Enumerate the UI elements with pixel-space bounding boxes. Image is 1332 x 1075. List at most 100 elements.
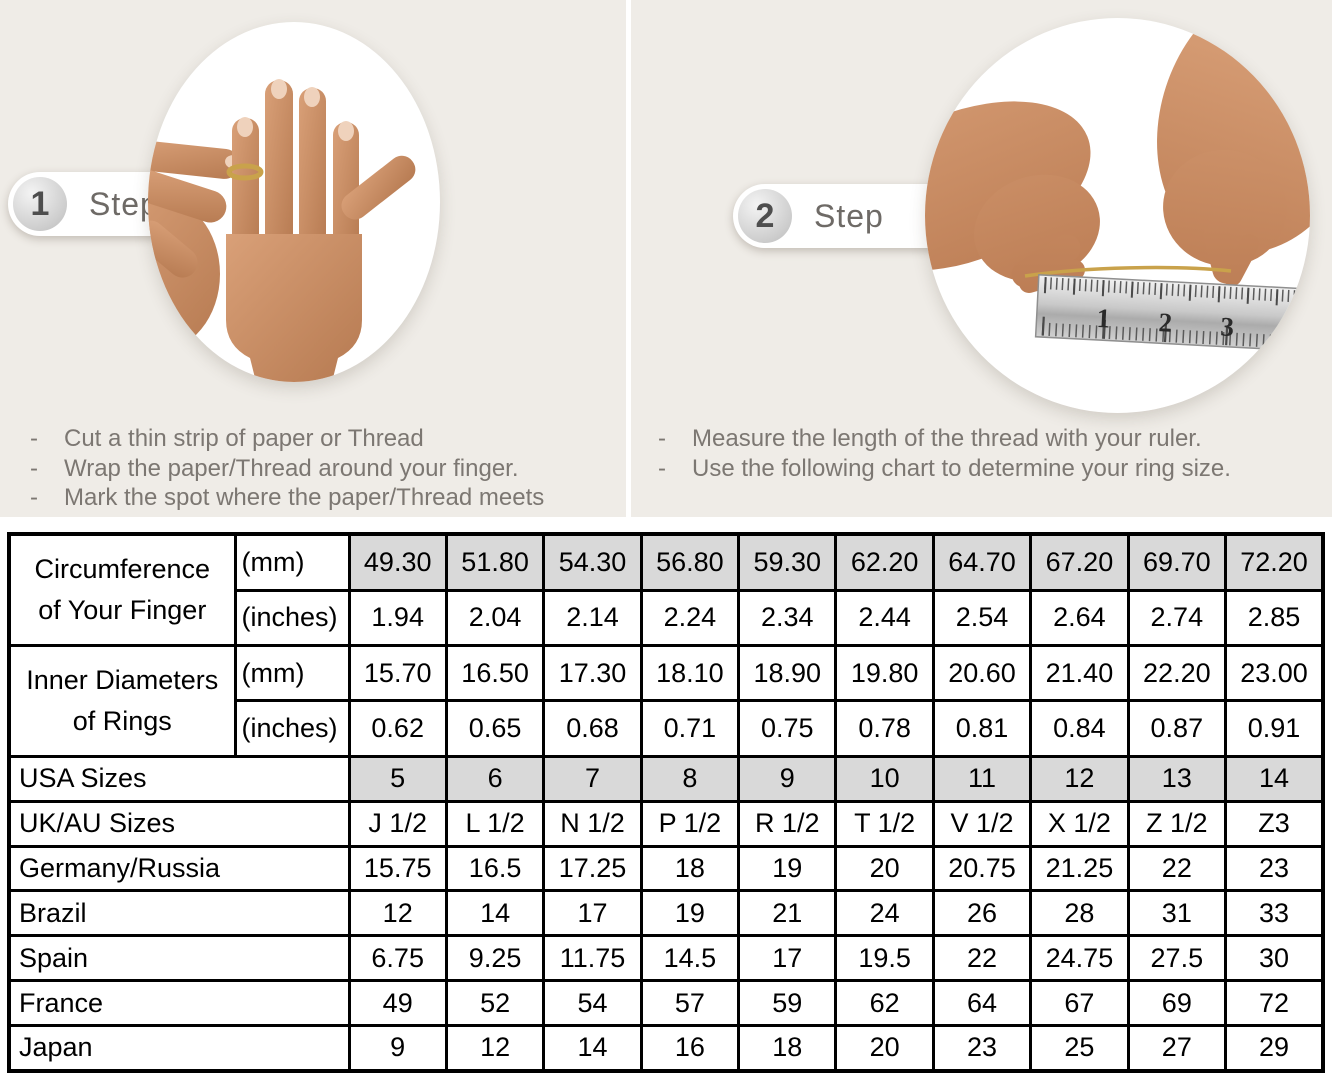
- row-label: France: [7, 979, 351, 1027]
- table-row: Spain 6.75 9.25 11.75 14.5 17 19.5 22 24.75 27.5 3…: [7, 934, 1325, 983]
- bullet-dash: -: [30, 425, 38, 452]
- row-group-label-line: of Rings: [72, 705, 172, 736]
- table-cell: 0.84: [1029, 699, 1130, 758]
- table-cell: 22: [1126, 844, 1228, 893]
- ruler-number-1: 1: [1096, 303, 1111, 334]
- table-cell: 67: [1029, 979, 1130, 1027]
- table-cell: 0.62: [347, 699, 448, 758]
- table-cell: 11.75: [542, 934, 643, 983]
- table-cell: 10: [834, 754, 935, 803]
- ring-icon: [226, 163, 264, 181]
- table-cell: 18: [737, 1023, 838, 1073]
- table-cell: 24.75: [1029, 934, 1130, 983]
- table-cell: 64: [931, 979, 1033, 1027]
- table-cell: 16.5: [444, 844, 546, 893]
- row-group-label-line: of Your Finger: [38, 594, 207, 625]
- table-cell: 18.90: [737, 643, 838, 703]
- table-cell: 0.68: [542, 699, 643, 758]
- step2-photo: 1 2 3: [925, 18, 1310, 413]
- table-cell: 12: [1029, 754, 1130, 803]
- measuring-thread-icon: 1 2 3: [925, 18, 1310, 352]
- table-cell: 62: [834, 979, 935, 1027]
- step1-instructions: - Cut a thin strip of paper or Thread - Wra…: [30, 424, 626, 513]
- table-cell: R 1/2: [737, 799, 838, 848]
- table-cell: 0.87: [1126, 699, 1228, 758]
- hand-with-ring-icon: [148, 79, 416, 382]
- bullet-text: Cut a thin strip of paper or Thread: [64, 425, 424, 452]
- row-label: Brazil: [7, 889, 351, 938]
- table-cell: 9: [737, 754, 838, 803]
- ring-size-table: Circumference of Your Finger (mm) 49.30 51.8…: [7, 532, 1325, 1073]
- row-group-label-line: Inner Diameters: [26, 665, 219, 696]
- table-cell: 1.94: [347, 588, 448, 647]
- instruction-line: - Cut a thin strip of paper or Thread: [30, 424, 626, 454]
- ruler-icon: 1 2 3: [1034, 274, 1310, 352]
- fingernail: [338, 121, 354, 141]
- table-row: France 49 52 54 57 59 62 64 67 69 72: [7, 979, 1325, 1027]
- thread-icon: [1024, 265, 1232, 278]
- instruction-line: - Wrap the paper/Thread around your finge…: [30, 454, 626, 484]
- row-group-label: Inner Diameters of Rings: [7, 643, 237, 758]
- table-cell: 8: [639, 754, 741, 803]
- table-cell: 11: [931, 754, 1033, 803]
- ring-size-table-body: Circumference of Your Finger (mm) 49.30 51.8…: [7, 532, 1325, 1073]
- table-row: UK/AU Sizes J 1/2 L 1/2 N 1/2 P 1/2 R 1/2 T 1/…: [7, 799, 1325, 848]
- table-cell: 54: [542, 979, 643, 1027]
- table-cell: 19: [639, 889, 741, 938]
- bullet-text: Wrap the paper/Thread around your finger…: [64, 454, 519, 482]
- table-cell: 2.14: [542, 588, 643, 647]
- table-cell: 18.10: [639, 643, 741, 703]
- table-cell: 9.25: [444, 934, 546, 983]
- table-cell: 25: [1029, 1023, 1130, 1073]
- table-cell: 2.34: [737, 588, 838, 647]
- table-cell: 2.54: [931, 588, 1033, 647]
- table-row: Circumference of Your Finger (mm) 49.30 51.8…: [7, 532, 1325, 647]
- unit-label: (inches): [233, 588, 351, 647]
- table-cell: 69: [1126, 979, 1228, 1027]
- table-cell: 2.04: [444, 588, 546, 647]
- table-cell: 13: [1126, 754, 1228, 803]
- table-cell: 14: [1224, 754, 1325, 803]
- table-cell: 0.78: [834, 699, 935, 758]
- table-row: Inner Diameters of Rings (mm) 15.70 16.50 17.…: [7, 643, 1325, 758]
- table-cell: 20: [834, 1023, 935, 1073]
- table-cell: 49.30: [347, 532, 448, 592]
- table-cell: 12: [347, 889, 448, 938]
- bullet-dash: -: [30, 484, 38, 511]
- table-cell: P 1/2: [639, 799, 741, 848]
- instruction-line: - Mark the spot where the paper/Thread me…: [30, 483, 626, 513]
- table-cell: 19.5: [834, 934, 935, 983]
- table-cell: 18: [639, 844, 741, 893]
- table-row: (inches) 1.94 2.04 2.14 2.24 2.34 2.44 2.54 2.64…: [9, 588, 1325, 647]
- table-cell: 6: [444, 754, 546, 803]
- bullet-dash: -: [658, 454, 666, 482]
- row-label: Japan: [7, 1023, 351, 1073]
- left-hand-icon: [925, 101, 1100, 293]
- row-group-label-line: Circumference: [34, 554, 211, 585]
- table-cell: 14: [444, 889, 546, 938]
- table-cell: 22.20: [1126, 643, 1228, 703]
- table-cell: 6.75: [347, 934, 448, 983]
- table-cell: J 1/2: [347, 799, 448, 848]
- step2-number: 2: [755, 196, 775, 235]
- table-cell: V 1/2: [931, 799, 1033, 848]
- table-cell: 0.91: [1224, 699, 1325, 758]
- table-cell: 33: [1224, 889, 1325, 938]
- table-cell: 29: [1224, 1023, 1325, 1073]
- table-cell: 14: [542, 1023, 643, 1073]
- table-cell: 0.81: [931, 699, 1033, 758]
- fingernail: [304, 87, 320, 107]
- unit-label: (mm): [233, 643, 351, 703]
- table-cell: 5: [347, 754, 448, 803]
- main-hand-icon: [226, 80, 416, 382]
- table-cell: 21: [737, 889, 838, 938]
- bullet-dash: -: [658, 425, 666, 452]
- table-cell: 72: [1224, 979, 1325, 1027]
- table-cell: 21.40: [1029, 643, 1130, 703]
- step2-label: Step: [814, 197, 884, 234]
- table-cell: 64.70: [931, 532, 1033, 592]
- table-cell: 20.60: [931, 643, 1033, 703]
- table-cell: 15.70: [347, 643, 448, 703]
- step1-label: Step: [89, 185, 159, 222]
